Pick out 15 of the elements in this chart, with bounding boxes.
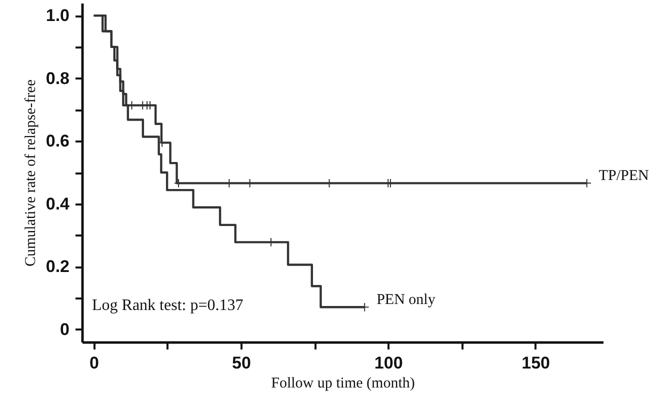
- x-tick-label: 0: [90, 354, 100, 372]
- x-tick-label: 100: [374, 354, 403, 372]
- y-tick-label: 0.4: [46, 194, 70, 214]
- y-axis-title: Cumulative rate of relapse-free: [22, 79, 39, 266]
- series-label: PEN only: [376, 292, 436, 308]
- x-tick-label: 150: [522, 354, 550, 372]
- x-axis-title: Follow up time (month): [271, 376, 415, 392]
- y-tick-label: 0.6: [46, 132, 70, 151]
- series-label: TP/PEN: [598, 168, 649, 184]
- y-tick-label: 1.0: [46, 6, 70, 26]
- annotation: Log Rank test: p=0.137: [92, 297, 244, 314]
- y-tick-label: 0: [60, 320, 70, 339]
- x-tick-label: 50: [232, 354, 251, 372]
- y-tick-label: 0.2: [46, 257, 70, 276]
- y-tick-label: 0.8: [46, 68, 70, 88]
